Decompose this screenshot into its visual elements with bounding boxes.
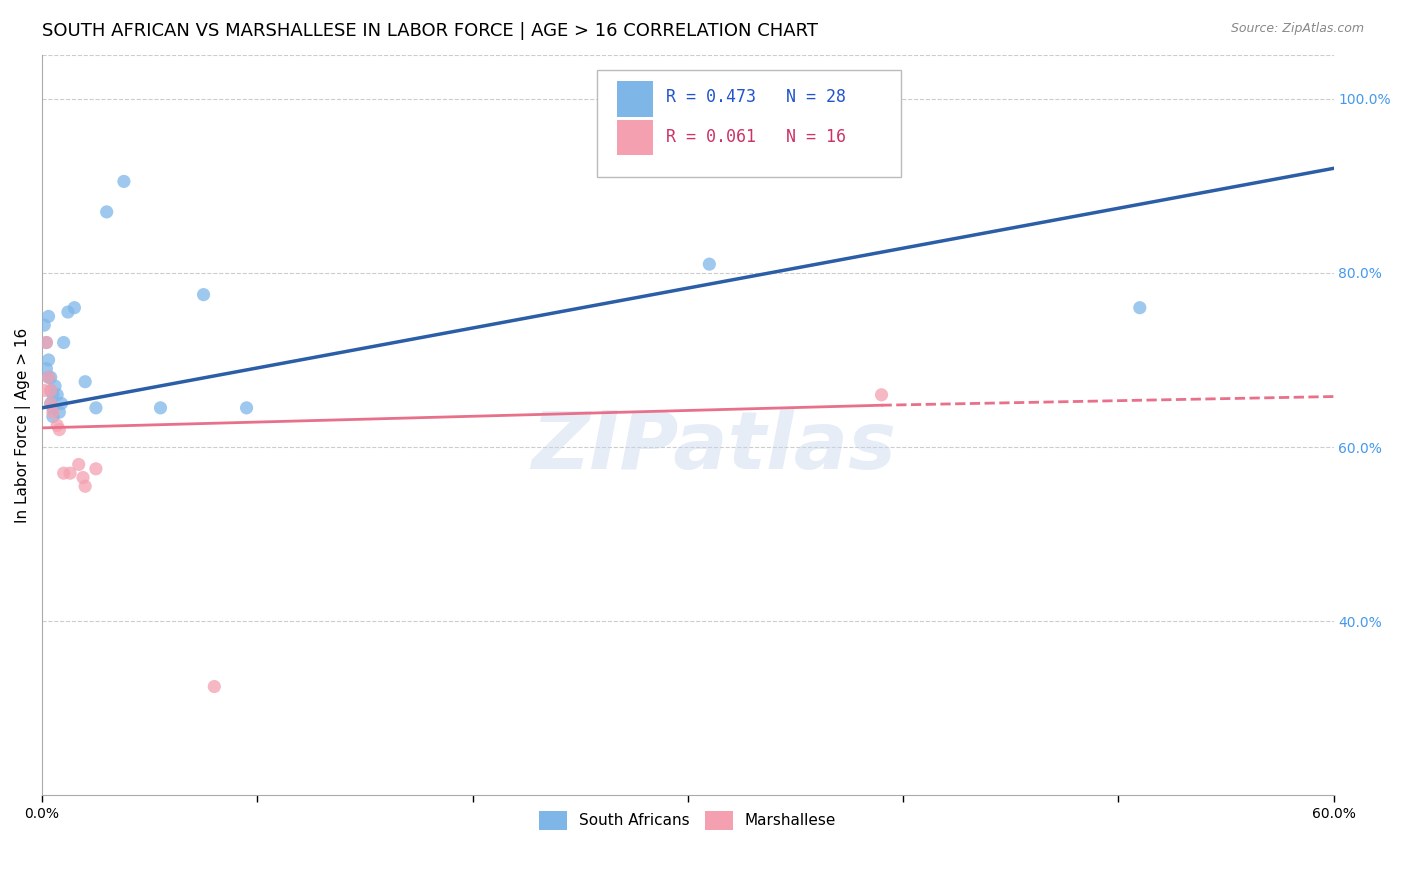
FancyBboxPatch shape (598, 70, 901, 178)
Point (149, 401, 172, 415)
Point (75, 375, 97, 389)
Point (699, 257, 721, 271)
Point (46, 418, 69, 433)
Point (56, 305, 79, 319)
Point (32, 318, 55, 332)
Point (48, 405, 70, 419)
Point (96, 205, 118, 219)
Point (112, 174, 135, 188)
Point (35, 335, 58, 350)
Text: R = 0.473   N = 28: R = 0.473 N = 28 (666, 88, 846, 106)
Point (84, 401, 107, 415)
Point (42, 401, 65, 415)
FancyBboxPatch shape (617, 120, 652, 155)
Point (42, 409, 65, 424)
Point (44, 379, 66, 393)
Point (39, 384, 62, 398)
Point (39, 384, 62, 398)
Point (202, 680, 225, 694)
Point (67, 458, 90, 472)
Text: R = 0.061   N = 16: R = 0.061 N = 16 (666, 128, 846, 145)
Point (84, 462, 107, 476)
Text: SOUTH AFRICAN VS MARSHALLESE IN LABOR FORCE | AGE > 16 CORRELATION CHART: SOUTH AFRICAN VS MARSHALLESE IN LABOR FO… (42, 22, 818, 40)
Point (193, 287, 215, 301)
Point (46, 388, 69, 402)
Point (35, 335, 58, 350)
Point (42, 405, 65, 419)
Y-axis label: In Labor Force | Age > 16: In Labor Force | Age > 16 (15, 327, 31, 523)
Legend: South Africans, Marshallese: South Africans, Marshallese (533, 805, 842, 836)
Point (39, 396, 62, 410)
Point (52, 466, 75, 480)
Point (1129, 301, 1152, 315)
Point (48, 423, 70, 437)
Point (72, 470, 94, 484)
Text: Source: ZipAtlas.com: Source: ZipAtlas.com (1230, 22, 1364, 36)
Point (75, 479, 97, 493)
Point (39, 396, 62, 410)
Point (38, 370, 60, 384)
Point (52, 335, 75, 350)
Point (63, 301, 86, 315)
Point (51, 396, 73, 410)
Point (59, 466, 82, 480)
Point (35, 361, 58, 376)
Text: ZIPatlas: ZIPatlas (531, 409, 896, 486)
Point (42, 388, 65, 402)
Point (870, 388, 893, 402)
FancyBboxPatch shape (617, 81, 652, 117)
Point (39, 370, 62, 384)
Point (235, 401, 257, 415)
Point (38, 310, 60, 324)
Point (38, 370, 60, 384)
Point (38, 353, 60, 368)
Point (32, 384, 55, 398)
